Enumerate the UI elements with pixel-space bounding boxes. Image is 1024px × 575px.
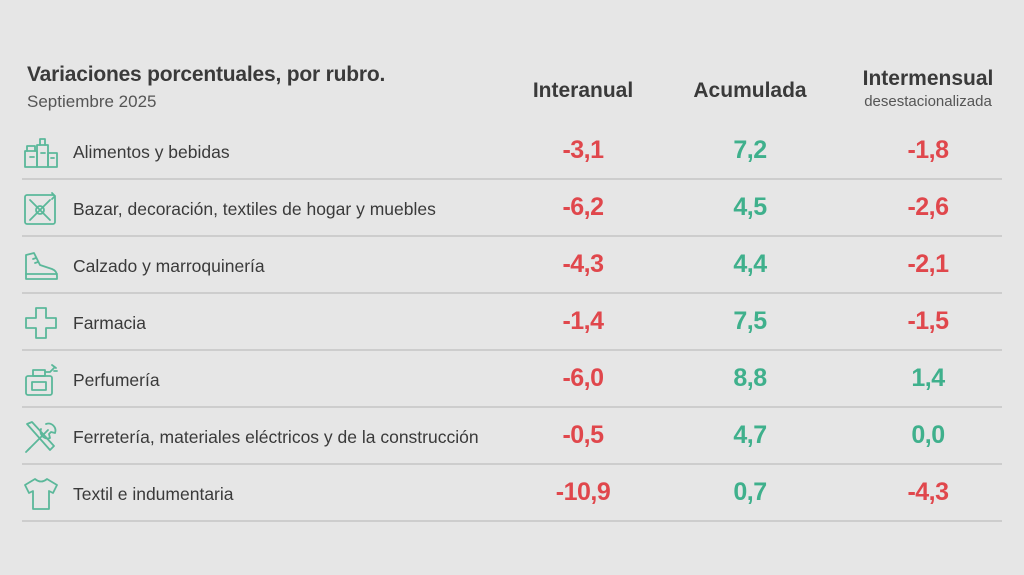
value-intermensual: -1,5 (907, 307, 949, 335)
value-intermensual: -4,3 (907, 478, 949, 506)
perfume-icon (22, 361, 60, 399)
tools-icon (22, 418, 60, 456)
tshirt-icon (22, 475, 60, 513)
value-intermensual: -1,8 (907, 136, 949, 164)
pharmacy-cross-icon (22, 304, 60, 342)
bazar-icon (22, 190, 60, 228)
groceries-icon (22, 133, 60, 171)
value-intermensual: 1,4 (911, 364, 945, 392)
value-interanual: -4,3 (562, 250, 604, 278)
value-interanual: -6,2 (562, 193, 604, 221)
value-acumulada: 7,5 (733, 307, 767, 335)
row-label: Perfumería (73, 370, 160, 390)
value-acumulada: 7,2 (733, 136, 767, 164)
row-divider (22, 178, 1002, 180)
row-divider (22, 349, 1002, 351)
row-divider (22, 292, 1002, 294)
table-row: Farmacia -1,4 7,5 -1,5 (22, 294, 1002, 351)
value-acumulada: 4,5 (733, 193, 767, 221)
row-divider (22, 520, 1002, 522)
table-row: Bazar, decoración, textiles de hogar y m… (22, 180, 1002, 237)
table-subtitle: Septiembre 2025 (27, 92, 157, 111)
row-label: Calzado y marroquinería (73, 256, 265, 276)
value-interanual: -6,0 (562, 364, 604, 392)
row-divider (22, 463, 1002, 465)
table-row: Calzado y marroquinería -4,3 4,4 -2,1 (22, 237, 1002, 294)
row-label: Farmacia (73, 313, 146, 333)
value-intermensual: -2,6 (907, 193, 949, 221)
column-header-acumulada: Acumulada (693, 79, 807, 102)
row-label: Ferretería, materiales eléctricos y de l… (73, 427, 479, 447)
value-interanual: -10,9 (555, 478, 611, 506)
row-label: Bazar, decoración, textiles de hogar y m… (73, 199, 436, 219)
row-label: Textil e indumentaria (73, 484, 234, 504)
row-label: Alimentos y bebidas (73, 142, 230, 162)
column-header-interanual: Interanual (532, 79, 634, 102)
value-acumulada: 4,7 (733, 421, 767, 449)
value-interanual: -3,1 (562, 136, 604, 164)
table-title: Variaciones porcentuales, por rubro. (27, 63, 386, 86)
value-intermensual: -2,1 (907, 250, 949, 278)
value-acumulada: 0,7 (733, 478, 767, 506)
table-row: Perfumería -6,0 8,8 1,4 (22, 351, 1002, 408)
table-row: Textil e indumentaria -10,9 0,7 -4,3 (22, 465, 1002, 522)
value-interanual: -0,5 (562, 421, 604, 449)
column-subheader-desestacionalizada: desestacionalizada (864, 93, 992, 110)
row-divider (22, 235, 1002, 237)
shoe-icon (22, 247, 60, 285)
value-interanual: -1,4 (562, 307, 604, 335)
row-divider (22, 406, 1002, 408)
value-acumulada: 8,8 (733, 364, 767, 392)
table-row: Alimentos y bebidas -3,1 7,2 -1,8 (22, 123, 1002, 180)
value-intermensual: 0,0 (911, 421, 945, 449)
column-header-intermensual: Intermensual (862, 67, 994, 90)
value-acumulada: 4,4 (733, 250, 767, 278)
table-row: Ferretería, materiales eléctricos y de l… (22, 408, 1002, 465)
